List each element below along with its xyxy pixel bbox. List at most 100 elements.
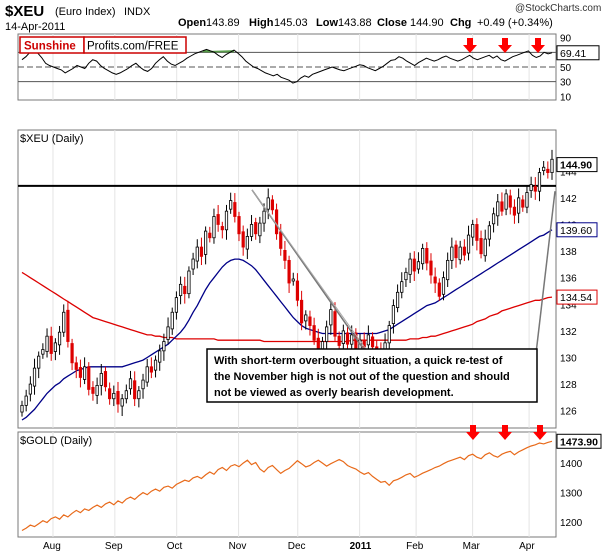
candle-body xyxy=(124,390,128,400)
candle-body xyxy=(249,224,254,237)
candle-body xyxy=(391,305,396,324)
candle-body xyxy=(70,343,74,364)
candle-body xyxy=(32,367,37,387)
candle-body xyxy=(99,373,103,386)
rsi-last-value-box xyxy=(556,45,600,61)
candle-body xyxy=(204,230,208,255)
gold-arrow-1 xyxy=(466,425,480,440)
candle-body xyxy=(133,380,137,400)
candle-body xyxy=(53,342,57,352)
pointer-line xyxy=(535,191,556,354)
candle-body xyxy=(546,168,550,173)
candle-body xyxy=(158,350,162,363)
gold-month-label: Mar xyxy=(463,541,481,552)
rsi-arrow-1 xyxy=(463,38,477,53)
candle-body xyxy=(41,349,45,355)
candle-body xyxy=(412,258,416,272)
exchange-label: INDX xyxy=(124,6,151,18)
candle-body xyxy=(82,366,87,380)
candle-body xyxy=(74,362,78,370)
candle-body xyxy=(128,378,133,390)
candle-body xyxy=(521,199,525,208)
candle-body xyxy=(66,309,70,342)
candle-body xyxy=(187,270,191,295)
candle-body xyxy=(62,311,66,333)
logo-box-2 xyxy=(83,36,187,54)
ma-short-value-text: 139.60 xyxy=(560,225,592,237)
index-name: (Euro Index) xyxy=(55,6,116,18)
price-panel-title: $XEU (Daily) xyxy=(20,133,84,145)
candle-body xyxy=(496,201,500,217)
candle-body xyxy=(37,355,41,369)
candle-body xyxy=(483,238,487,257)
rsi-tick-label: 10 xyxy=(560,92,572,103)
candle-body xyxy=(229,200,233,210)
candle-body xyxy=(216,214,220,225)
gold-month-label: Nov xyxy=(229,541,247,552)
ma-short-line xyxy=(21,229,553,421)
candle-body xyxy=(28,383,32,395)
candle-body xyxy=(408,258,412,275)
candle-body xyxy=(333,311,337,337)
low-value: 143.88 xyxy=(338,17,372,29)
candle-body xyxy=(387,325,391,344)
rsi-tick-label: 50 xyxy=(560,63,572,74)
candle-body xyxy=(304,314,308,322)
candle-body xyxy=(49,335,53,354)
candle-body xyxy=(441,277,446,295)
price-tick-label: 128 xyxy=(560,380,577,391)
candle-body xyxy=(95,385,99,396)
candle-body xyxy=(208,232,212,239)
candle-body xyxy=(295,280,300,301)
candle-body xyxy=(487,225,492,240)
candle-body xyxy=(141,379,145,390)
candle-body xyxy=(366,334,370,346)
candle-body xyxy=(270,199,274,211)
candle-body xyxy=(512,206,517,216)
gold-month-label: Apr xyxy=(519,541,535,552)
candle-body xyxy=(266,197,270,210)
candle-body xyxy=(245,236,249,250)
candle-body xyxy=(500,201,504,212)
candle-body xyxy=(178,283,183,297)
candle-body xyxy=(504,193,508,210)
candle-body xyxy=(395,291,400,309)
candle-body xyxy=(212,216,216,239)
candle-body xyxy=(262,210,266,224)
gold-month-label: Feb xyxy=(406,541,424,552)
candle-body xyxy=(308,316,312,326)
candle-body xyxy=(241,231,245,248)
candle-body xyxy=(450,246,454,261)
candle-body xyxy=(87,366,91,390)
ma-long-line xyxy=(21,271,553,343)
watermark: @StockCharts.com xyxy=(515,3,601,14)
price-tick-label: 144 xyxy=(560,167,577,178)
close-value: 144.90 xyxy=(410,17,444,29)
candle-body xyxy=(462,246,466,256)
candle-body xyxy=(325,326,329,342)
open-value: 143.89 xyxy=(206,17,240,29)
change-value: +0.49 (+0.34%) xyxy=(477,17,553,29)
candle-body xyxy=(279,231,283,249)
candle-body xyxy=(400,281,404,293)
ma-long-value-box xyxy=(556,289,598,305)
rsi-panel: 103050709069.41 xyxy=(17,33,600,103)
price-tick-label: 142 xyxy=(560,194,577,205)
candle-body xyxy=(108,388,112,400)
candle-body xyxy=(78,367,83,378)
high-value: 145.03 xyxy=(274,17,308,29)
rsi-last-value-text: 69.41 xyxy=(560,48,586,60)
candle-body xyxy=(120,398,124,407)
price-last-close-box xyxy=(556,157,598,173)
candle-body xyxy=(312,325,316,341)
candle-body xyxy=(220,226,224,231)
chart-date: 14-Apr-2011 xyxy=(5,21,65,33)
sunshine-profits-logo[interactable]: Sunshine Profits.com/FREE xyxy=(19,36,187,54)
gold-panel-title: $GOLD (Daily) xyxy=(20,435,92,447)
candle-body xyxy=(529,184,533,191)
gold-tick-label: 1200 xyxy=(560,518,583,529)
gold-frame xyxy=(17,431,557,538)
gold-month-label: Sep xyxy=(105,541,123,552)
